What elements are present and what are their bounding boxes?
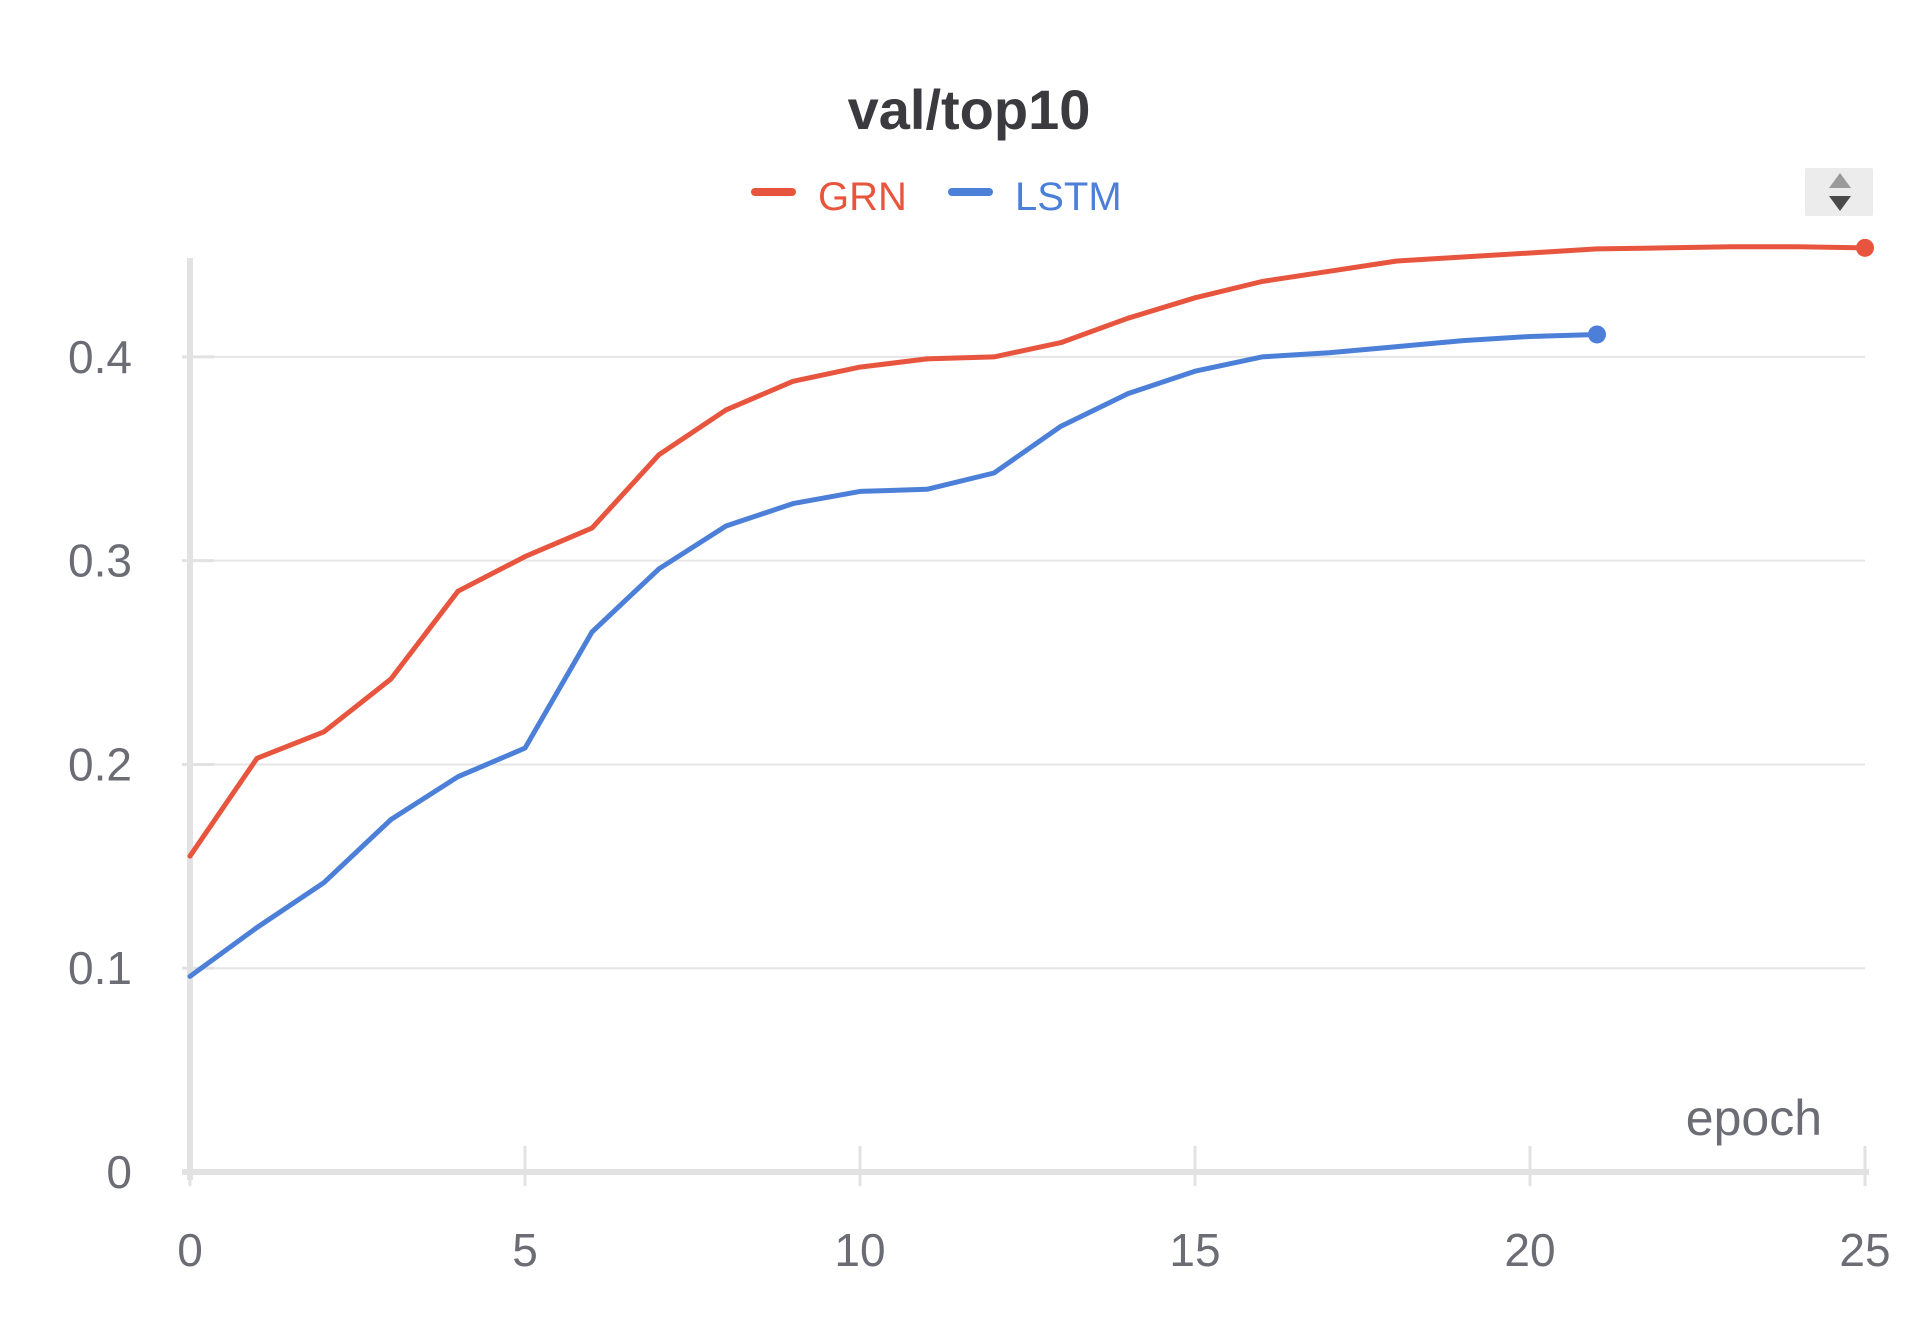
- legend-item-lstm[interactable]: LSTM: [948, 175, 1122, 219]
- x-tick-label: 15: [1169, 1224, 1220, 1276]
- x-tick-label: 10: [834, 1224, 885, 1276]
- x-axis-label: epoch: [1686, 1090, 1822, 1146]
- sort-control-button[interactable]: [1805, 168, 1873, 216]
- series-line-grn[interactable]: [187, 244, 1868, 859]
- chart-legend: GRN LSTM: [751, 175, 1122, 219]
- series-end-marker-lstm[interactable]: [1588, 325, 1606, 344]
- tick-labels: 0 0.1 0.2 0.3 0.4 0 5 10 15 20 25: [68, 331, 1891, 1276]
- x-tick-label: 5: [512, 1224, 538, 1276]
- chart-title: val/top10: [848, 78, 1091, 141]
- gridlines: [190, 355, 1865, 970]
- series-end-marker-grn[interactable]: [1856, 238, 1874, 257]
- sort-down-icon: [1829, 196, 1851, 211]
- y-tick-label: 0.3: [68, 535, 132, 587]
- y-tick-label: 0.1: [68, 942, 132, 994]
- legend-label-grn: GRN: [818, 175, 907, 219]
- x-tick-label: 20: [1504, 1224, 1555, 1276]
- y-tick-label: 0.2: [68, 738, 132, 790]
- y-tick-label: 0: [106, 1146, 132, 1198]
- sort-up-icon: [1829, 173, 1851, 188]
- axes: [182, 258, 1869, 1186]
- x-tick-label: 25: [1839, 1224, 1890, 1276]
- series-line-lstm[interactable]: [187, 332, 1600, 979]
- legend-label-lstm: LSTM: [1015, 175, 1122, 219]
- series-lines: [187, 238, 1874, 979]
- legend-item-grn[interactable]: GRN: [751, 175, 907, 219]
- y-tick-label: 0.4: [68, 331, 132, 383]
- x-tick-label: 0: [177, 1224, 203, 1276]
